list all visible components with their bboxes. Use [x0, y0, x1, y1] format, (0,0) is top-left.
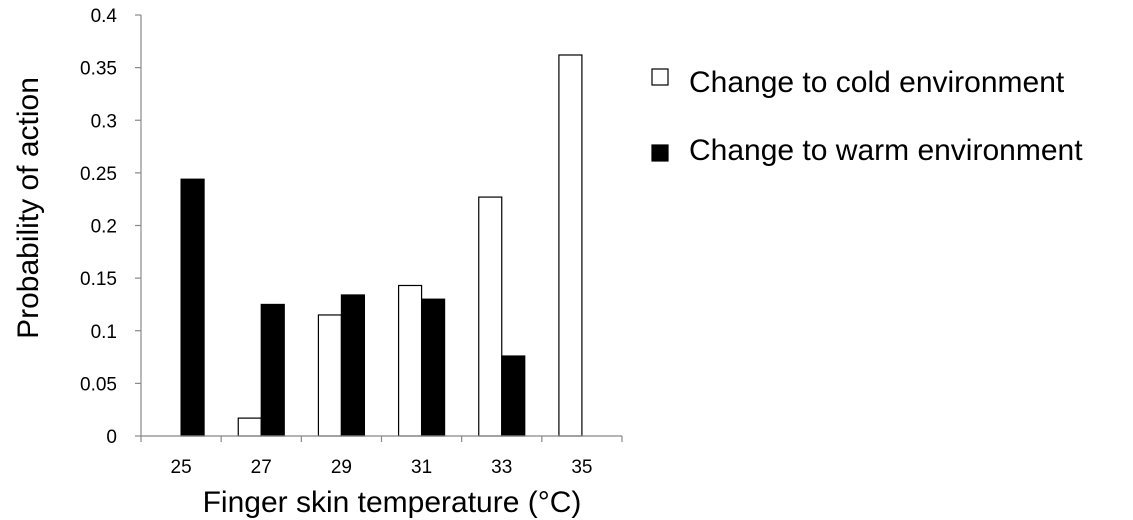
bar-cold — [317, 314, 343, 437]
y-tick-label: 0.25 — [80, 164, 117, 185]
bar-cold — [237, 417, 262, 437]
x-tick-label: 33 — [491, 457, 512, 478]
x-tick-label: 25 — [171, 457, 192, 478]
y-tick-label: 0.1 — [91, 322, 117, 343]
y-axis-title: Probability of action — [12, 77, 45, 339]
y-tick-label: 0.35 — [80, 59, 117, 80]
y-tick-label: 0.15 — [80, 269, 117, 290]
y-tick-label: 0.4 — [91, 6, 118, 27]
x-tick-label: 29 — [331, 457, 352, 478]
x-tick-label: 31 — [411, 457, 432, 478]
y-tick-label: 0.05 — [80, 374, 117, 395]
bar-warm — [420, 298, 446, 437]
plot-area: 0 0.05 0.1 0.15 0.2 0.25 0.3 0.35 0.4 25 27 29 31 33… — [80, 6, 623, 478]
y-tick-label: 0.2 — [91, 217, 117, 238]
legend-item: Change to warm environment — [651, 134, 1083, 167]
bar-warm — [501, 355, 526, 437]
bar-warm — [340, 294, 366, 437]
legend-label: Change to cold environment — [689, 66, 1065, 99]
y-tick-label: 0.3 — [91, 111, 117, 132]
x-axis-title: Finger skin temperature (°C) — [203, 486, 582, 519]
legend-label: Change to warm environment — [689, 134, 1083, 167]
bars — [180, 54, 583, 437]
bar-cold — [478, 196, 503, 437]
y-tick-label: 0 — [106, 427, 117, 448]
legend-swatch — [651, 144, 669, 162]
x-tick-label: 27 — [251, 457, 272, 478]
legend-item: Change to cold environment — [651, 66, 1065, 99]
bar-cold — [397, 284, 423, 437]
bar-cold — [558, 54, 583, 437]
legend: Change to cold environment Change to warm… — [651, 66, 1083, 167]
legend-swatch — [651, 68, 669, 86]
x-tick-label: 35 — [571, 457, 592, 478]
y-axis-ticks: 0 0.05 0.1 0.15 0.2 0.25 0.3 0.35 0.4 — [80, 6, 141, 448]
bar-warm — [180, 178, 205, 437]
bar-warm — [260, 303, 285, 437]
x-axis-ticks: 25 27 29 31 33 35 — [140, 436, 623, 478]
